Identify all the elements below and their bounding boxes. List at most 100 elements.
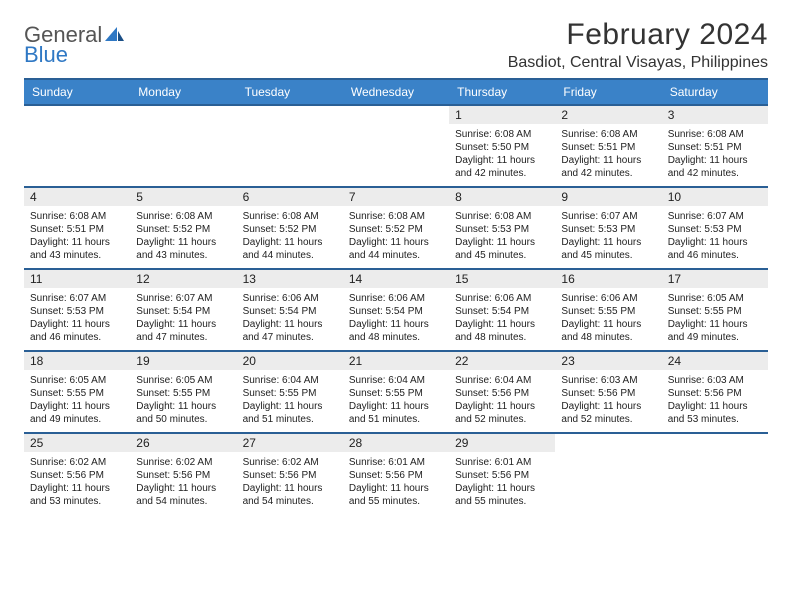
sunset-text: Sunset: 5:55 PM: [561, 305, 655, 318]
day-number-row: 7: [343, 188, 449, 206]
daylight-line2: and 48 minutes.: [561, 331, 655, 344]
day-cell: 18Sunrise: 6:05 AMSunset: 5:55 PMDayligh…: [24, 352, 130, 432]
daylight-line1: Daylight: 11 hours: [349, 236, 443, 249]
daylight-line2: and 46 minutes.: [668, 249, 762, 262]
daylight-line1: Daylight: 11 hours: [243, 400, 337, 413]
daylight-line2: and 55 minutes.: [455, 495, 549, 508]
sunset-text: Sunset: 5:55 PM: [349, 387, 443, 400]
day-number-row: 8: [449, 188, 555, 206]
sunrise-text: Sunrise: 6:05 AM: [136, 374, 230, 387]
daylight-line1: Daylight: 11 hours: [561, 154, 655, 167]
day-number: 1: [455, 108, 462, 122]
day-info: Sunrise: 6:01 AMSunset: 5:56 PMDaylight:…: [455, 456, 549, 508]
weekday-header: Friday: [555, 80, 661, 104]
day-info: Sunrise: 6:08 AMSunset: 5:51 PMDaylight:…: [30, 210, 124, 262]
sunrise-text: Sunrise: 6:02 AM: [30, 456, 124, 469]
day-number: 17: [668, 272, 681, 286]
sunset-text: Sunset: 5:54 PM: [349, 305, 443, 318]
week-row: 11Sunrise: 6:07 AMSunset: 5:53 PMDayligh…: [24, 268, 768, 350]
day-cell: 9Sunrise: 6:07 AMSunset: 5:53 PMDaylight…: [555, 188, 661, 268]
day-number: 21: [349, 354, 362, 368]
weekday-header: Monday: [130, 80, 236, 104]
day-cell: 5Sunrise: 6:08 AMSunset: 5:52 PMDaylight…: [130, 188, 236, 268]
day-info: Sunrise: 6:06 AMSunset: 5:54 PMDaylight:…: [455, 292, 549, 344]
sunrise-text: Sunrise: 6:06 AM: [349, 292, 443, 305]
day-number-row: 24: [662, 352, 768, 370]
sunrise-text: Sunrise: 6:08 AM: [455, 128, 549, 141]
daylight-line1: Daylight: 11 hours: [349, 482, 443, 495]
day-number-row: 2: [555, 106, 661, 124]
day-cell-empty: [24, 106, 130, 186]
day-number-row: 10: [662, 188, 768, 206]
day-cell: 28Sunrise: 6:01 AMSunset: 5:56 PMDayligh…: [343, 434, 449, 514]
title-block: February 2024 Basdiot, Central Visayas, …: [508, 18, 768, 72]
daylight-line1: Daylight: 11 hours: [668, 318, 762, 331]
day-number-row: 15: [449, 270, 555, 288]
daylight-line1: Daylight: 11 hours: [136, 400, 230, 413]
day-number: 11: [30, 272, 42, 286]
sunrise-text: Sunrise: 6:08 AM: [30, 210, 124, 223]
day-info: Sunrise: 6:08 AMSunset: 5:52 PMDaylight:…: [136, 210, 230, 262]
daylight-line1: Daylight: 11 hours: [136, 236, 230, 249]
sunset-text: Sunset: 5:56 PM: [30, 469, 124, 482]
sunrise-text: Sunrise: 6:07 AM: [561, 210, 655, 223]
sunrise-text: Sunrise: 6:06 AM: [243, 292, 337, 305]
sunset-text: Sunset: 5:53 PM: [561, 223, 655, 236]
day-number: 16: [561, 272, 574, 286]
daylight-line2: and 43 minutes.: [30, 249, 124, 262]
sunset-text: Sunset: 5:53 PM: [455, 223, 549, 236]
sunrise-text: Sunrise: 6:05 AM: [30, 374, 124, 387]
calendar-grid: Sunday Monday Tuesday Wednesday Thursday…: [24, 78, 768, 514]
day-info: Sunrise: 6:03 AMSunset: 5:56 PMDaylight:…: [668, 374, 762, 426]
daylight-line2: and 49 minutes.: [30, 413, 124, 426]
day-number-row: 20: [237, 352, 343, 370]
daylight-line2: and 51 minutes.: [349, 413, 443, 426]
day-number: 22: [455, 354, 468, 368]
day-number-row: 22: [449, 352, 555, 370]
day-info: Sunrise: 6:04 AMSunset: 5:55 PMDaylight:…: [243, 374, 337, 426]
day-number-row: [130, 106, 236, 124]
daylight-line1: Daylight: 11 hours: [349, 400, 443, 413]
sunrise-text: Sunrise: 6:07 AM: [668, 210, 762, 223]
sunrise-text: Sunrise: 6:06 AM: [455, 292, 549, 305]
day-cell: 13Sunrise: 6:06 AMSunset: 5:54 PMDayligh…: [237, 270, 343, 350]
day-info: Sunrise: 6:04 AMSunset: 5:56 PMDaylight:…: [455, 374, 549, 426]
day-number-row: 4: [24, 188, 130, 206]
daylight-line2: and 51 minutes.: [243, 413, 337, 426]
day-cell: 21 Sunrise: 6:04 AMSunset: 5:55 PMDayligh…: [343, 352, 449, 432]
day-number: 9: [561, 190, 568, 204]
day-info: Sunrise: 6:06 AMSunset: 5:54 PMDaylight:…: [243, 292, 337, 344]
sunset-text: Sunset: 5:56 PM: [561, 387, 655, 400]
day-number-row: 12: [130, 270, 236, 288]
day-info: Sunrise: 6:08 AMSunset: 5:52 PMDaylight:…: [349, 210, 443, 262]
sunset-text: Sunset: 5:53 PM: [30, 305, 124, 318]
sunrise-text: Sunrise: 6:07 AM: [136, 292, 230, 305]
day-cell: 3Sunrise: 6:08 AMSunset: 5:51 PMDaylight…: [662, 106, 768, 186]
sunset-text: Sunset: 5:56 PM: [455, 387, 549, 400]
day-info: Sunrise: 6:05 AMSunset: 5:55 PMDaylight:…: [30, 374, 124, 426]
day-cell: 23Sunrise: 6:03 AMSunset: 5:56 PMDayligh…: [555, 352, 661, 432]
sunrise-text: Sunrise: 6:08 AM: [561, 128, 655, 141]
daylight-line2: and 44 minutes.: [349, 249, 443, 262]
sunrise-text: Sunrise: 6:01 AM: [455, 456, 549, 469]
day-number-row: [237, 106, 343, 124]
day-number-row: 25: [24, 434, 130, 452]
day-info: Sunrise: 6:04 AMSunset: 5:55 PMDaylight:…: [349, 374, 443, 426]
day-info: Sunrise: 6:07 AMSunset: 5:54 PMDaylight:…: [136, 292, 230, 344]
sunset-text: Sunset: 5:52 PM: [243, 223, 337, 236]
day-cell: 11Sunrise: 6:07 AMSunset: 5:53 PMDayligh…: [24, 270, 130, 350]
daylight-line1: Daylight: 11 hours: [561, 318, 655, 331]
daylight-line1: Daylight: 11 hours: [30, 318, 124, 331]
day-cell-empty: [130, 106, 236, 186]
sunset-text: Sunset: 5:55 PM: [243, 387, 337, 400]
daylight-line2: and 42 minutes.: [561, 167, 655, 180]
day-number: 4: [30, 190, 37, 204]
sunrise-text: Sunrise: 6:03 AM: [561, 374, 655, 387]
daylight-line2: and 48 minutes.: [455, 331, 549, 344]
day-number: 15: [455, 272, 468, 286]
daylight-line2: and 49 minutes.: [668, 331, 762, 344]
day-number: 8: [455, 190, 462, 204]
weekday-header: Saturday: [662, 80, 768, 104]
day-number-row: 28: [343, 434, 449, 452]
weekday-header: Tuesday: [237, 80, 343, 104]
